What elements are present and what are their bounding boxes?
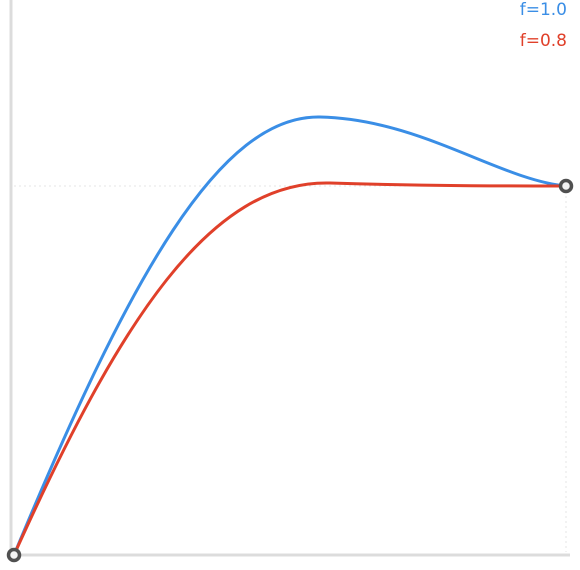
curve-f-0-8: [12, 181, 568, 557]
legend-item-f-0-8: f=0.8: [520, 31, 567, 51]
start-handle-icon[interactable]: [6, 547, 22, 563]
end-handle-icon[interactable]: [558, 178, 574, 194]
curve-f-1-0: [12, 115, 568, 557]
legend-item-f-1-0: f=1.0: [520, 0, 567, 20]
